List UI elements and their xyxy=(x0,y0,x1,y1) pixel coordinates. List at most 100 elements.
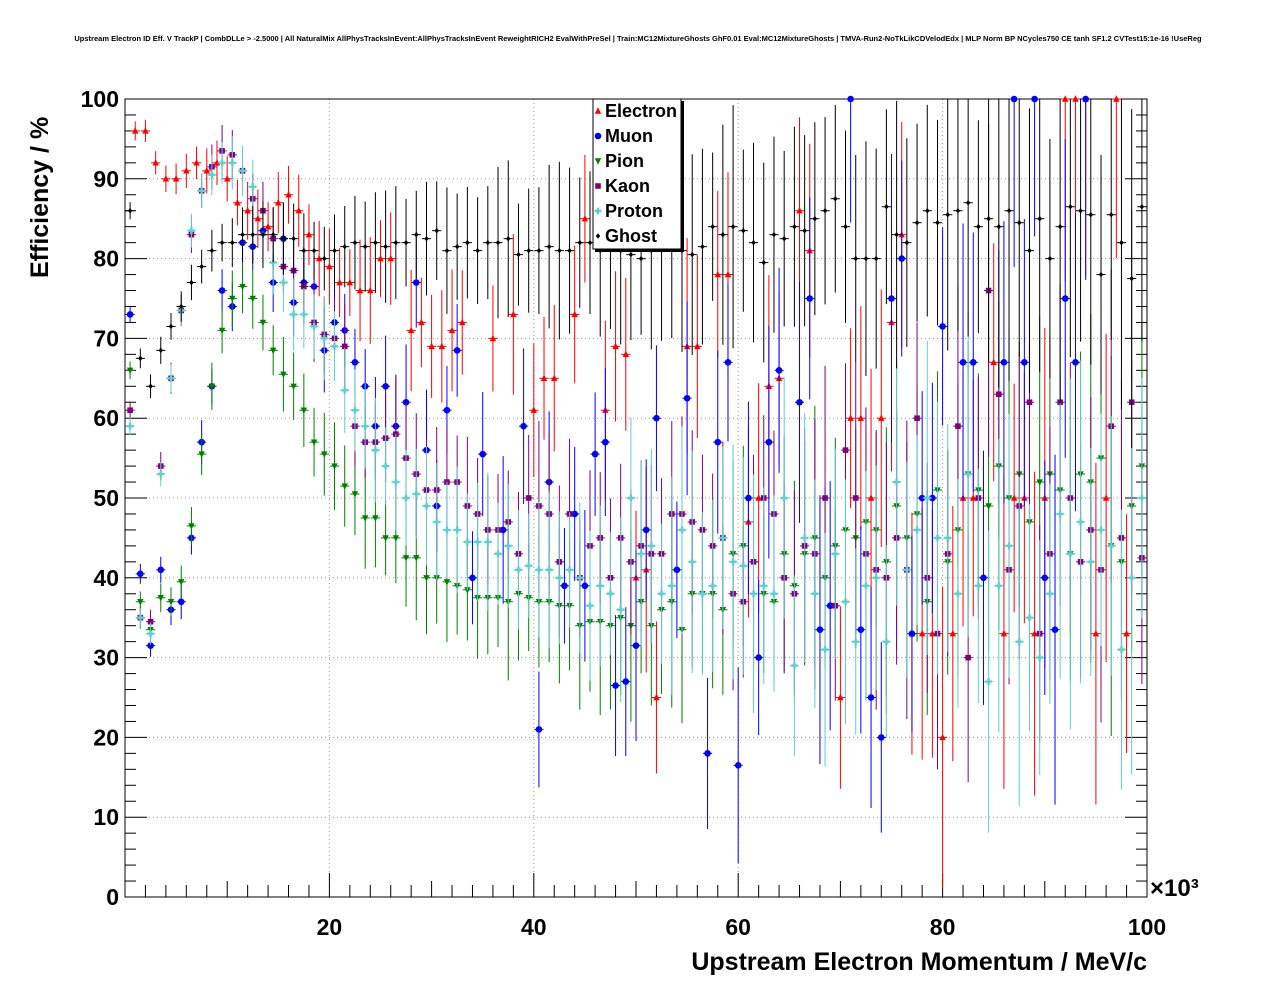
y-tick-label: 60 xyxy=(93,405,119,431)
data-point xyxy=(383,243,388,250)
data-point xyxy=(525,495,532,501)
data-point xyxy=(607,590,614,598)
y-tick-label: 90 xyxy=(93,166,119,192)
data-point xyxy=(1006,207,1012,214)
data-point xyxy=(443,579,451,586)
data-point xyxy=(515,566,522,574)
data-point xyxy=(935,219,940,226)
data-point xyxy=(653,693,660,701)
data-point xyxy=(443,406,451,414)
data-point xyxy=(188,523,195,530)
data-point xyxy=(321,451,328,458)
data-point xyxy=(647,542,655,550)
data-point xyxy=(224,175,231,182)
data-point xyxy=(831,550,839,558)
data-point xyxy=(203,167,210,174)
data-point xyxy=(903,566,911,574)
data-point xyxy=(1123,629,1130,637)
data-point xyxy=(1017,219,1022,226)
data-point xyxy=(147,630,154,638)
data-point xyxy=(188,227,195,235)
data-point xyxy=(162,175,170,182)
data-point xyxy=(342,243,347,250)
data-point xyxy=(434,227,439,234)
data-point xyxy=(362,243,368,250)
data-point xyxy=(148,383,153,390)
data-point xyxy=(516,251,521,258)
data-point xyxy=(1036,479,1043,486)
data-point xyxy=(908,630,916,637)
data-point xyxy=(595,183,601,189)
legend: Electron Muon Pion Kaon Proton Ghost xyxy=(592,98,684,252)
data-point xyxy=(320,335,328,342)
data-point xyxy=(822,207,828,214)
data-point xyxy=(595,233,601,239)
data-point xyxy=(158,347,163,354)
data-point xyxy=(310,439,318,446)
series-layer xyxy=(125,95,1147,889)
data-point xyxy=(172,175,180,182)
data-point xyxy=(510,310,517,318)
data-point xyxy=(812,215,818,222)
data-point xyxy=(791,662,798,669)
data-point xyxy=(867,694,875,701)
data-point xyxy=(285,191,292,198)
data-point xyxy=(1010,494,1018,501)
data-point xyxy=(1113,95,1120,102)
data-point xyxy=(873,255,879,262)
data-point xyxy=(1109,211,1114,218)
data-point xyxy=(322,255,327,262)
data-point xyxy=(1062,95,1069,102)
data-point xyxy=(965,199,971,206)
data-point xyxy=(1000,359,1008,366)
data-point xyxy=(913,526,921,534)
data-point xyxy=(596,582,604,590)
data-point xyxy=(290,383,297,390)
data-point xyxy=(934,534,941,542)
data-point xyxy=(1139,203,1145,210)
data-point xyxy=(484,538,492,546)
data-point xyxy=(300,407,308,414)
data-point xyxy=(218,327,226,335)
data-point xyxy=(566,566,573,574)
data-point xyxy=(755,654,762,661)
data-point xyxy=(193,159,200,166)
data-point xyxy=(965,654,971,661)
data-point xyxy=(627,494,635,502)
series-proton xyxy=(125,136,1147,833)
data-point xyxy=(280,279,287,286)
data-point xyxy=(709,582,717,590)
data-point xyxy=(520,422,527,430)
data-point xyxy=(382,382,389,390)
data-point xyxy=(443,526,451,534)
data-point xyxy=(893,478,901,486)
data-point xyxy=(594,107,602,114)
data-point xyxy=(594,207,602,215)
data-point xyxy=(990,358,997,366)
data-point xyxy=(1046,590,1054,598)
data-point xyxy=(602,438,609,446)
data-point xyxy=(1098,271,1104,278)
data-point xyxy=(219,239,225,246)
legend-entry-ghost: Ghost xyxy=(595,226,657,246)
data-point xyxy=(356,286,364,294)
data-point xyxy=(413,555,420,562)
data-point xyxy=(668,582,676,590)
data-point xyxy=(300,311,308,318)
data-point xyxy=(594,132,602,140)
data-point xyxy=(1088,211,1093,218)
data-point xyxy=(955,423,961,429)
data-point xyxy=(745,494,752,502)
data-point xyxy=(986,215,991,222)
data-point xyxy=(1138,494,1146,502)
data-point xyxy=(228,159,236,167)
data-point xyxy=(719,534,727,542)
data-point xyxy=(1097,526,1105,534)
data-point xyxy=(700,243,705,250)
data-point xyxy=(976,223,981,230)
data-point xyxy=(970,494,977,501)
data-point xyxy=(341,386,349,394)
y-tick-label: 40 xyxy=(93,565,119,591)
data-point xyxy=(741,227,746,234)
y-tick-label: 10 xyxy=(93,804,119,830)
